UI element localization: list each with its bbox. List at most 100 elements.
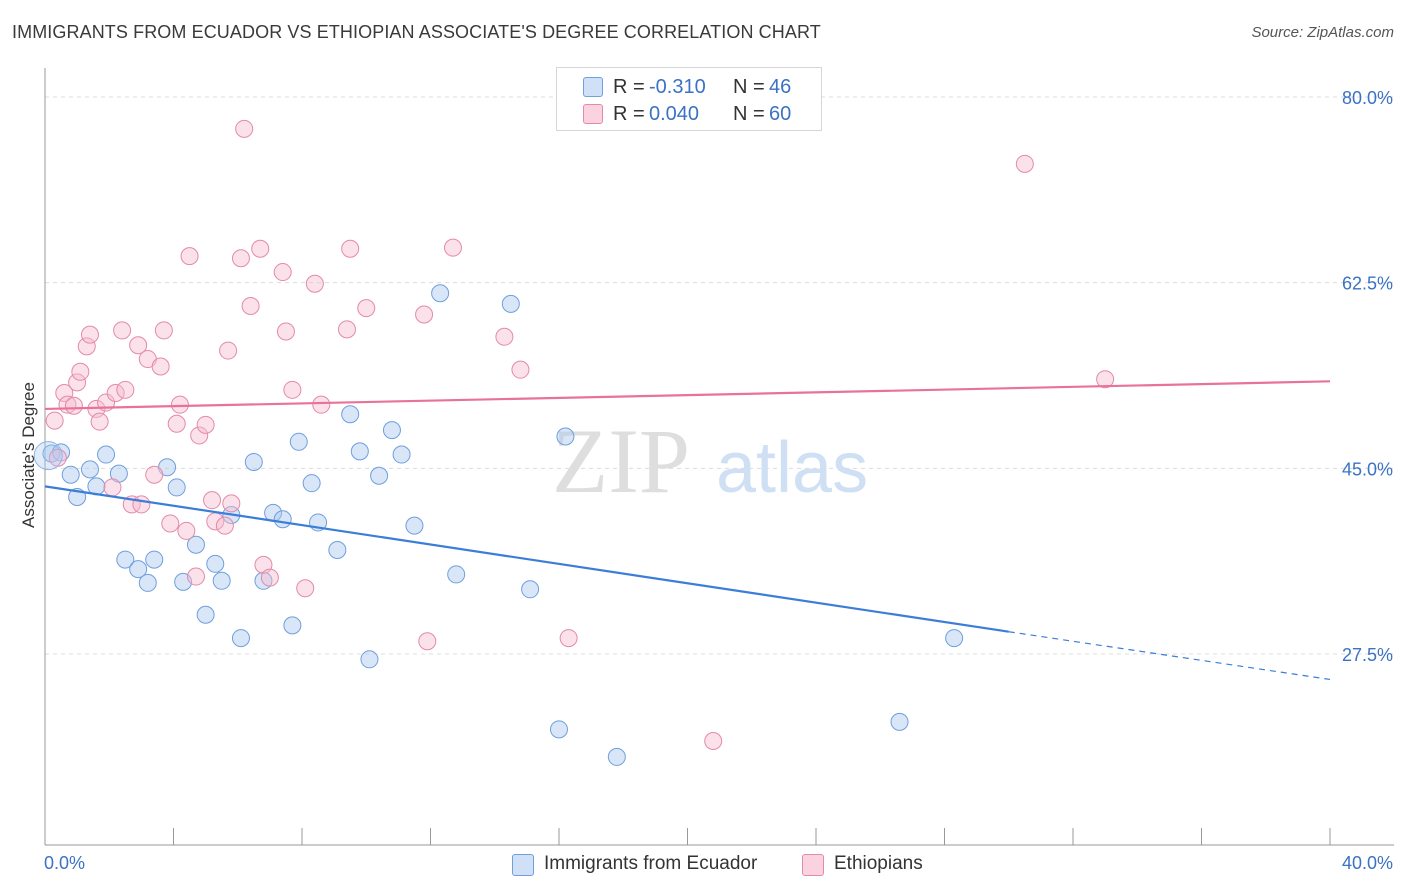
trend-lines xyxy=(44,380,1331,681)
data-point-cluster xyxy=(33,441,63,471)
data-point xyxy=(260,568,279,587)
data-point xyxy=(328,541,347,560)
data-point xyxy=(129,560,148,579)
data-point xyxy=(273,263,292,282)
data-point xyxy=(382,421,401,440)
data-point xyxy=(431,284,450,303)
axes xyxy=(44,68,1394,846)
legend-n-value: 46 xyxy=(769,76,792,98)
data-point xyxy=(80,460,99,479)
data-point xyxy=(203,491,222,510)
y-tick-label: 80.0% xyxy=(1342,88,1393,108)
data-point xyxy=(350,442,369,461)
data-point xyxy=(276,322,295,341)
data-point xyxy=(360,650,379,669)
data-point xyxy=(186,535,205,554)
legend-n-label: N = xyxy=(733,76,765,98)
data-point xyxy=(443,238,462,257)
y-axis-label: Associate's Degree xyxy=(19,382,38,528)
bottom-legend-swatch-ethiopians xyxy=(802,854,824,876)
bottom-legend-label-ethiopians: Ethiopians xyxy=(834,853,923,874)
data-point xyxy=(196,605,215,624)
data-point xyxy=(521,580,540,599)
y-tick-label: 62.5% xyxy=(1342,274,1393,294)
data-point xyxy=(161,514,180,533)
data-point xyxy=(447,565,466,584)
data-point xyxy=(103,478,122,497)
data-point xyxy=(151,357,170,376)
data-point xyxy=(212,571,231,590)
data-points xyxy=(33,119,1115,766)
data-point xyxy=(77,337,96,356)
tick-labels: 27.5% 45.0% 62.5% 80.0% 0.0% 40.0% xyxy=(44,88,1393,873)
data-point xyxy=(45,411,64,430)
data-point xyxy=(64,396,83,415)
data-point xyxy=(556,427,575,446)
data-point xyxy=(55,384,74,403)
chart-title: IMMIGRANTS FROM ECUADOR VS ETHIOPIAN ASS… xyxy=(12,22,821,42)
data-point xyxy=(222,494,241,513)
data-point xyxy=(80,325,99,344)
trend-line-ethiopians xyxy=(44,380,1331,411)
data-point xyxy=(206,554,225,573)
data-point xyxy=(550,720,568,739)
data-point xyxy=(305,274,324,293)
series-ethiopians xyxy=(45,119,1115,750)
data-point xyxy=(241,297,260,316)
data-point xyxy=(392,445,411,464)
data-point xyxy=(296,579,315,598)
x-tick-label: 40.0% xyxy=(1342,853,1393,873)
data-point xyxy=(495,327,514,346)
data-point xyxy=(215,516,234,535)
data-point xyxy=(1015,154,1034,173)
data-point xyxy=(418,632,437,651)
data-point xyxy=(283,616,302,635)
trend-line-ecuador xyxy=(44,485,1009,633)
data-point xyxy=(196,415,215,434)
data-point xyxy=(1096,370,1115,389)
data-point xyxy=(138,573,157,592)
data-point xyxy=(113,321,132,340)
data-point xyxy=(71,362,90,381)
data-point xyxy=(511,360,530,379)
data-point xyxy=(341,405,360,424)
data-point xyxy=(302,474,321,493)
legend-swatch-ecuador xyxy=(583,77,603,97)
data-point xyxy=(145,550,164,569)
data-point xyxy=(106,384,125,403)
data-point xyxy=(180,247,199,266)
data-point xyxy=(945,629,964,648)
x-tick-label: 0.0% xyxy=(44,853,85,873)
data-point xyxy=(312,395,331,414)
data-point xyxy=(283,380,302,399)
data-point xyxy=(129,336,148,355)
data-point xyxy=(68,373,87,392)
data-point xyxy=(145,465,164,484)
data-point xyxy=(61,465,80,484)
watermark-zip: ZIP xyxy=(552,410,690,512)
data-point xyxy=(559,629,578,648)
data-point xyxy=(341,239,360,258)
legend-r-label: R = xyxy=(613,76,645,98)
y-tick-label: 27.5% xyxy=(1342,645,1393,665)
data-point xyxy=(219,341,238,360)
data-point xyxy=(231,249,250,268)
data-point xyxy=(704,731,723,750)
data-point xyxy=(190,426,209,445)
data-point xyxy=(607,747,626,766)
data-point xyxy=(370,466,389,485)
data-point xyxy=(167,478,186,497)
data-point xyxy=(357,299,376,318)
legend-r-label: R = xyxy=(613,103,645,125)
legend-r-value: 0.040 xyxy=(649,103,700,125)
series-ecuador xyxy=(42,284,964,766)
data-point xyxy=(116,550,135,569)
stats-legend: R = -0.310 N = 46 R = 0.040 N = 60 xyxy=(556,67,822,131)
data-point xyxy=(273,510,292,529)
chart-source: Source: ZipAtlas.com xyxy=(1251,24,1394,41)
data-point xyxy=(501,294,520,313)
data-point xyxy=(231,629,250,648)
legend-r-value: -0.310 xyxy=(649,76,706,98)
data-point xyxy=(244,452,263,471)
